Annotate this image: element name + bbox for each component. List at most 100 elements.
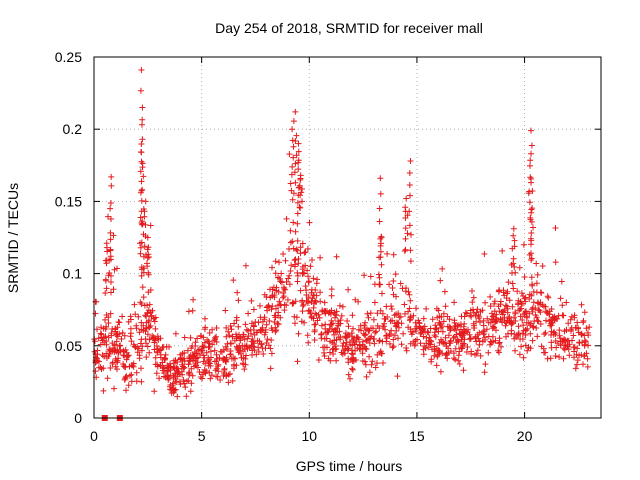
data-point	[509, 270, 515, 276]
data-point	[405, 308, 412, 315]
x-axis-label: GPS time / hours	[296, 458, 403, 474]
data-point	[237, 334, 244, 341]
data-point	[421, 343, 428, 349]
data-point	[107, 246, 114, 253]
data-point	[402, 235, 409, 242]
data-point	[406, 182, 413, 188]
data-point	[306, 278, 312, 285]
data-point	[532, 305, 539, 312]
data-point	[293, 152, 300, 159]
data-point	[227, 351, 234, 358]
data-point	[403, 285, 409, 292]
data-point	[365, 314, 372, 321]
data-point	[290, 219, 297, 226]
data-point	[421, 323, 428, 330]
data-point	[189, 307, 196, 314]
data-point	[444, 313, 451, 320]
data-point	[561, 328, 568, 335]
data-point	[584, 329, 591, 336]
data-point	[389, 285, 396, 291]
data-point	[216, 354, 223, 361]
data-point	[294, 220, 301, 227]
data-point	[496, 349, 502, 356]
data-point	[373, 328, 380, 335]
data-point	[515, 323, 522, 330]
data-point	[568, 313, 575, 320]
data-point	[433, 325, 440, 332]
data-point	[127, 313, 134, 320]
data-point	[255, 319, 262, 326]
data-point	[515, 330, 522, 336]
data-point	[521, 310, 528, 317]
data-point	[199, 375, 206, 382]
data-point	[275, 288, 282, 295]
data-point	[495, 288, 502, 295]
data-point	[277, 301, 283, 308]
data-point	[146, 349, 153, 356]
data-point	[140, 173, 147, 180]
data-point-peak	[289, 126, 296, 133]
data-point	[162, 351, 169, 358]
data-point	[272, 258, 279, 265]
data-point	[131, 343, 138, 350]
y-tick-label: 0.2	[63, 121, 83, 137]
data-point	[366, 353, 373, 360]
data-point	[117, 342, 124, 349]
data-point	[340, 340, 347, 347]
data-point	[377, 254, 384, 261]
data-point	[276, 298, 283, 305]
data-point	[185, 361, 192, 368]
data-point	[144, 331, 151, 338]
data-point	[392, 271, 399, 278]
data-point	[496, 339, 503, 346]
data-point	[138, 272, 145, 279]
data-point	[185, 308, 192, 315]
data-point	[325, 355, 332, 362]
data-point	[445, 345, 452, 352]
data-point	[518, 290, 525, 297]
data-point	[97, 330, 104, 337]
data-point	[164, 374, 170, 380]
data-point	[349, 347, 355, 354]
data-point	[428, 338, 435, 345]
data-point	[269, 286, 276, 293]
data-point	[250, 306, 257, 313]
data-point	[277, 314, 284, 321]
data-point	[190, 296, 197, 303]
data-point	[138, 378, 145, 385]
data-point	[481, 369, 488, 376]
data-point	[391, 312, 398, 319]
data-point	[203, 368, 210, 375]
data-point-peak	[528, 127, 534, 134]
data-point	[487, 303, 494, 310]
data-point	[231, 320, 238, 327]
data-point	[285, 275, 292, 282]
data-point	[286, 272, 293, 279]
data-point	[454, 323, 461, 330]
data-point	[110, 232, 117, 239]
data-point	[581, 309, 588, 316]
data-point	[433, 362, 440, 369]
data-point	[395, 335, 401, 342]
data-point	[304, 245, 311, 252]
data-point	[560, 345, 567, 352]
data-point	[287, 180, 294, 187]
data-point	[390, 251, 397, 258]
x-tick-label: 10	[301, 428, 317, 444]
data-point	[295, 148, 302, 155]
data-point	[437, 277, 444, 284]
data-point	[138, 365, 144, 372]
data-point	[108, 279, 114, 285]
data-point	[420, 333, 427, 340]
data-point	[131, 301, 138, 308]
data-point	[480, 331, 487, 338]
data-point	[137, 240, 143, 247]
data-point	[379, 290, 385, 297]
data-point	[187, 334, 194, 341]
data-point	[283, 215, 290, 222]
data-point	[436, 350, 443, 356]
x-tick-label: 0	[90, 428, 98, 444]
data-point	[581, 352, 588, 359]
data-point	[268, 306, 275, 313]
data-point	[151, 346, 158, 353]
